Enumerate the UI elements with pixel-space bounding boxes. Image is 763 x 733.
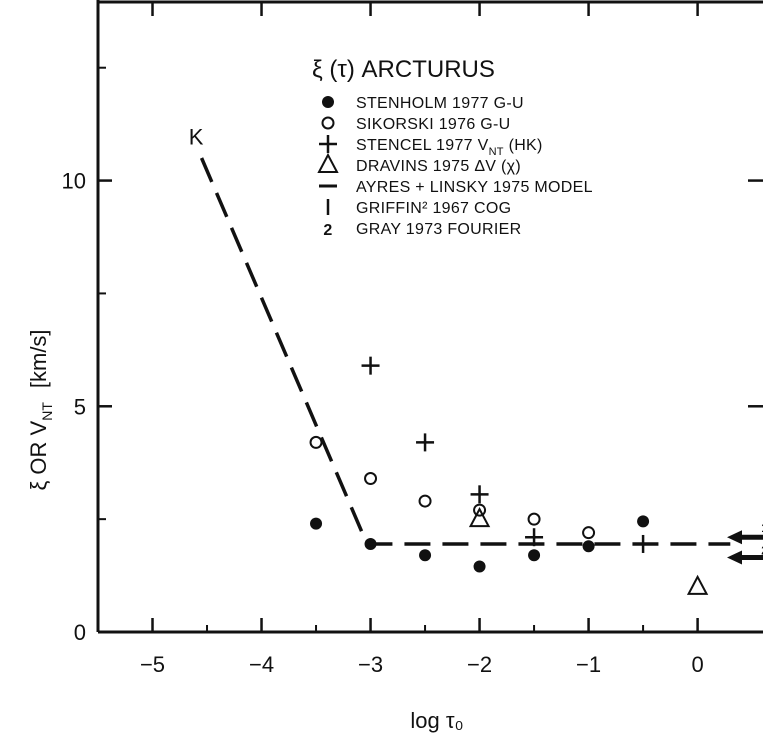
legend-label: STENCEL 1977 VNT (HK) bbox=[356, 137, 543, 158]
data-point-plus bbox=[470, 485, 489, 504]
x-tick-label: −3 bbox=[358, 652, 383, 677]
model-dashed-line bbox=[199, 157, 731, 546]
x-tick-label: −2 bbox=[467, 652, 492, 677]
data-point-filled-circle bbox=[310, 517, 323, 530]
data-point-open-circle bbox=[527, 512, 541, 526]
legend-label: GRIFFIN² 1967 COG bbox=[356, 200, 511, 217]
legend-marker-two: 2 bbox=[323, 222, 332, 239]
data-point-plus bbox=[416, 433, 435, 452]
data-point-plus bbox=[361, 356, 380, 375]
x-tick-label: −1 bbox=[576, 652, 601, 677]
data-point-triangle bbox=[686, 574, 709, 595]
data-point-open-circle bbox=[582, 526, 596, 540]
legend-label: DRAVINS 1975 ΔV (χ) bbox=[356, 158, 521, 175]
x-tick-label: −4 bbox=[249, 652, 274, 677]
data-point-filled-circle bbox=[637, 515, 650, 528]
legend-label: AYRES + LINSKY 1975 MODEL bbox=[356, 179, 593, 196]
limit-arrow-head bbox=[727, 550, 742, 565]
data-point-filled-circle bbox=[419, 549, 432, 562]
legend-label: GRAY 1973 FOURIER bbox=[356, 221, 521, 238]
legend-label-main: AYRES + LINSKY 1975 MODEL bbox=[356, 179, 593, 196]
axes-frame bbox=[96, 0, 763, 634]
data-point-filled-circle bbox=[473, 560, 486, 573]
data-point-open-circle bbox=[309, 435, 323, 449]
limit-arrow-head bbox=[727, 530, 742, 545]
y-axis-label: ξ OR VNT [km/s] bbox=[26, 329, 55, 490]
axis-ticks: −5 −4 −3 −2 −1 0 0 5 10 bbox=[62, 2, 763, 677]
y-tick-label: 0 bbox=[74, 620, 86, 645]
legend-label-main: SIKORSKI 1976 G-U bbox=[356, 116, 511, 133]
legend-marker-triangle bbox=[317, 152, 339, 173]
y-tick-label: 5 bbox=[74, 394, 86, 419]
legend-marker-plus bbox=[319, 135, 337, 153]
data-point-open-circle bbox=[418, 494, 432, 508]
data-point-filled-circle bbox=[528, 549, 541, 562]
legend-label-main: DRAVINS 1975 ΔV (χ) bbox=[356, 158, 521, 175]
y-axis-label-unit: [km/s] bbox=[26, 329, 51, 388]
y-axis-label-main: ξ OR V bbox=[26, 420, 51, 490]
x-tick-label: −5 bbox=[140, 652, 165, 677]
legend: STENHOLM 1977 G-U SIKORSKI 1976 G-U STENCE… bbox=[317, 95, 593, 239]
svg-text:ξ OR VNT[km/s]: ξ OR VNT [km/s] bbox=[26, 329, 55, 490]
legend-label-main: GRAY 1973 FOURIER bbox=[356, 221, 521, 238]
legend-marker-filled-circle bbox=[322, 96, 334, 108]
chart-title: ξ (τ) ARCTURUS bbox=[312, 56, 495, 83]
y-tick-label: 10 bbox=[62, 169, 86, 194]
legend-label: STENHOLM 1977 G-U bbox=[356, 95, 524, 112]
annotation-label: 1 bbox=[761, 521, 763, 535]
annotation-label: 2 bbox=[761, 544, 763, 558]
data-marks: K 1 2 bbox=[189, 124, 763, 595]
legend-label-main: GRIFFIN² 1967 COG bbox=[356, 200, 511, 217]
legend-label-suffix: (HK) bbox=[504, 137, 543, 154]
x-tick-label: 0 bbox=[691, 652, 703, 677]
legend-label-main: STENHOLM 1977 G-U bbox=[356, 95, 524, 112]
y-axis-label-sub: NT bbox=[39, 402, 55, 421]
legend-label: SIKORSKI 1976 G-U bbox=[356, 116, 511, 133]
data-point-filled-circle bbox=[582, 540, 595, 553]
legend-label-sub: NT bbox=[489, 146, 504, 158]
annotation-label: K bbox=[189, 124, 204, 149]
x-axis-label: log τ₀ bbox=[410, 708, 463, 733]
legend-label-main: STENCEL 1977 V bbox=[356, 137, 489, 154]
data-point-triangle bbox=[468, 507, 491, 528]
data-point-open-circle bbox=[364, 472, 378, 486]
limit-arrow bbox=[727, 530, 763, 545]
legend-marker-open-circle bbox=[321, 116, 335, 130]
limit-arrow bbox=[727, 550, 763, 565]
data-point-open-circle bbox=[473, 503, 487, 517]
